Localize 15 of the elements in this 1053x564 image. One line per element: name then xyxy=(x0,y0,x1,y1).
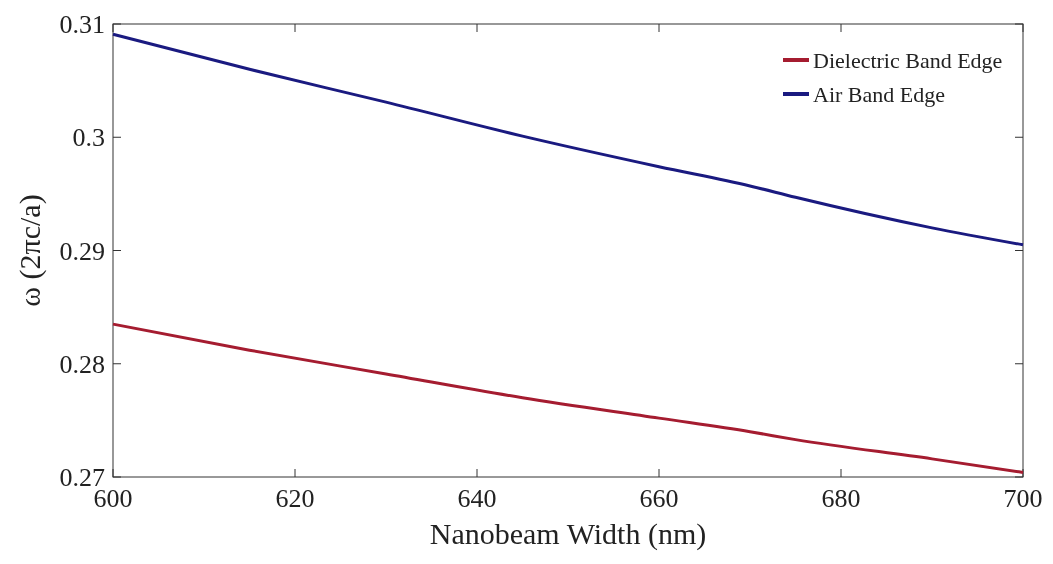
y-tick-label: 0.3 xyxy=(72,123,105,153)
x-tick-label: 660 xyxy=(639,484,679,513)
x-tick-label: 680 xyxy=(821,484,861,513)
line-series xyxy=(111,322,1025,474)
y-tick-label: 0.31 xyxy=(59,10,105,40)
x-axis-title: Nanobeam Width (nm) xyxy=(429,517,707,551)
y-tick-label: 0.29 xyxy=(59,236,105,266)
legend-label: Dielectric Band Edge xyxy=(813,47,1003,73)
line-series xyxy=(111,32,1025,247)
x-tick-label: 700 xyxy=(1003,484,1043,513)
x-tick-label: 620 xyxy=(275,484,315,513)
legend-label: Air Band Edge xyxy=(813,81,945,107)
y-axis-title: ω (2πc/a) xyxy=(13,194,47,307)
y-tick-label: 0.28 xyxy=(59,349,105,379)
x-tick-label: 640 xyxy=(457,484,497,513)
